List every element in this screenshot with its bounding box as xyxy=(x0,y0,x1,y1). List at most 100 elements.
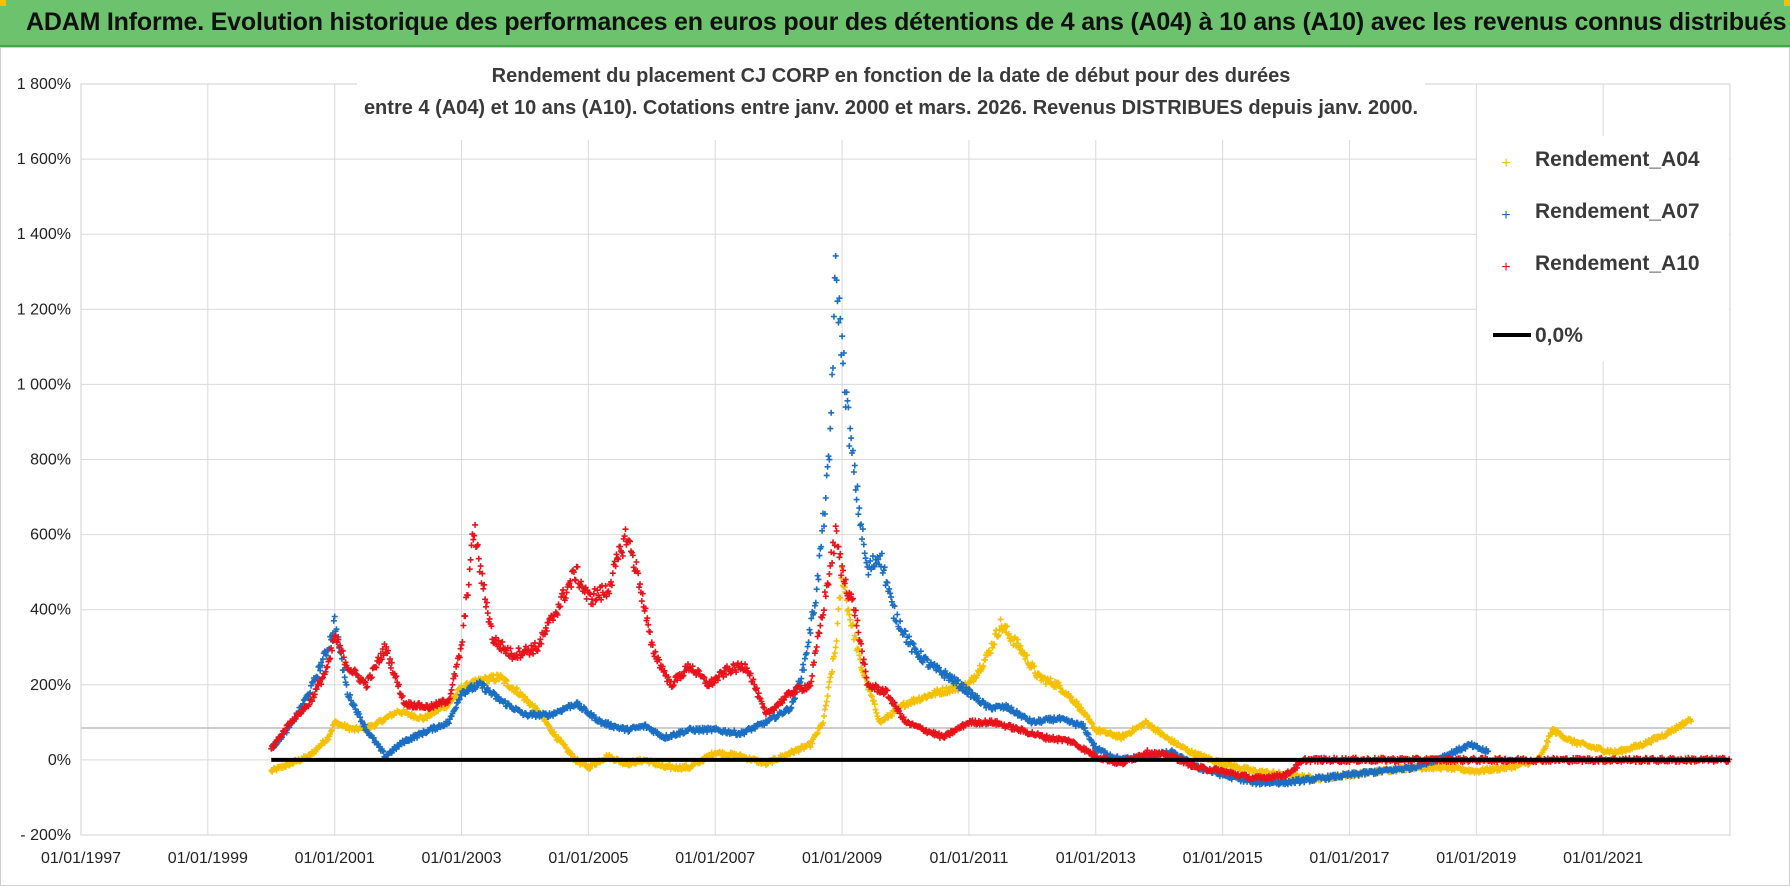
data-point xyxy=(457,645,464,652)
data-point xyxy=(636,584,643,591)
data-point xyxy=(414,734,421,741)
data-point xyxy=(312,748,319,755)
data-point xyxy=(870,697,877,704)
data-point xyxy=(855,629,862,636)
x-tick-label: 01/01/2011 xyxy=(929,850,1008,867)
legend-marker-a10: + xyxy=(1501,259,1510,276)
data-point xyxy=(467,556,474,563)
corner-marker xyxy=(0,0,6,6)
series-Rendement_A07 xyxy=(268,252,1492,788)
data-point xyxy=(1047,675,1054,682)
data-point xyxy=(826,571,833,577)
data-point xyxy=(997,616,1004,623)
data-point xyxy=(465,581,472,588)
data-point xyxy=(991,641,998,648)
legend-label-a07: Rendement_A07 xyxy=(1535,200,1700,223)
y-tick-label: 1 400% xyxy=(17,226,71,243)
data-point xyxy=(982,656,989,663)
data-point xyxy=(844,397,851,404)
x-axis: 01/01/1997 01/01/1999 01/01/2001 01/01/2003… xyxy=(41,850,1643,867)
data-point xyxy=(815,576,822,583)
data-point xyxy=(532,704,539,711)
data-point xyxy=(831,650,838,656)
legend-marker-a07: + xyxy=(1501,207,1510,224)
data-point xyxy=(822,593,829,600)
data-point xyxy=(871,701,878,708)
legend-label-a04: Rendement_A04 xyxy=(1535,148,1700,171)
chart-title-line-1: Rendement du placement CJ CORP en foncti… xyxy=(492,65,1291,87)
data-point xyxy=(515,645,522,652)
data-point xyxy=(1089,720,1096,727)
data-point xyxy=(492,678,499,685)
data-point xyxy=(872,706,879,713)
data-point xyxy=(856,505,863,512)
y-tick-label: 200% xyxy=(30,677,71,694)
data-point xyxy=(480,680,487,687)
data-point xyxy=(401,740,408,747)
data-point xyxy=(826,456,833,463)
data-point xyxy=(308,682,315,689)
data-point xyxy=(987,650,994,657)
data-point xyxy=(472,521,479,528)
data-point xyxy=(1068,694,1075,701)
data-point xyxy=(825,453,832,460)
data-point xyxy=(1052,683,1059,690)
data-point xyxy=(1544,739,1551,745)
data-point xyxy=(1014,636,1021,643)
data-point xyxy=(448,686,455,693)
data-point xyxy=(824,693,831,699)
data-point xyxy=(830,313,837,320)
data-point xyxy=(449,681,456,688)
data-point xyxy=(647,629,653,635)
data-point xyxy=(833,528,840,534)
data-point xyxy=(823,472,830,479)
data-point xyxy=(989,644,996,651)
data-points xyxy=(268,252,1733,788)
data-point xyxy=(484,610,491,617)
data-point xyxy=(801,655,808,662)
data-point xyxy=(617,543,624,550)
data-point xyxy=(869,693,875,700)
data-point xyxy=(980,663,987,669)
data-point xyxy=(282,763,289,770)
data-point xyxy=(486,615,493,622)
data-point xyxy=(619,553,626,559)
data-point xyxy=(812,599,819,606)
data-point xyxy=(809,740,816,747)
x-tick-label: 01/01/1997 xyxy=(41,850,121,867)
data-point xyxy=(318,659,325,666)
x-tick-label: 01/01/2009 xyxy=(802,850,882,867)
data-point xyxy=(995,632,1002,639)
data-point xyxy=(847,425,854,432)
data-point xyxy=(817,622,824,629)
data-point xyxy=(821,706,828,713)
data-point xyxy=(1023,652,1030,659)
data-point xyxy=(466,566,473,573)
data-point xyxy=(483,603,489,610)
data-point xyxy=(546,723,553,730)
data-point xyxy=(825,684,832,691)
data-point xyxy=(851,462,858,469)
data-point xyxy=(854,645,861,652)
data-point xyxy=(503,678,510,684)
data-point xyxy=(523,696,530,703)
data-point xyxy=(357,714,364,721)
data-point xyxy=(800,661,807,668)
data-point xyxy=(862,673,869,680)
corner-marker xyxy=(1784,0,1790,6)
data-point xyxy=(816,552,823,559)
data-point xyxy=(806,626,813,633)
data-point xyxy=(847,616,854,623)
data-point xyxy=(638,598,645,605)
legend-label-zero: 0,0% xyxy=(1535,324,1583,347)
data-point xyxy=(821,589,828,596)
data-point xyxy=(846,611,853,618)
data-point xyxy=(633,559,640,565)
data-point xyxy=(329,727,335,734)
data-point xyxy=(811,602,818,609)
data-point xyxy=(273,767,280,774)
data-point xyxy=(873,709,880,716)
data-point xyxy=(319,656,326,663)
data-point xyxy=(827,674,834,681)
data-point xyxy=(834,620,841,627)
